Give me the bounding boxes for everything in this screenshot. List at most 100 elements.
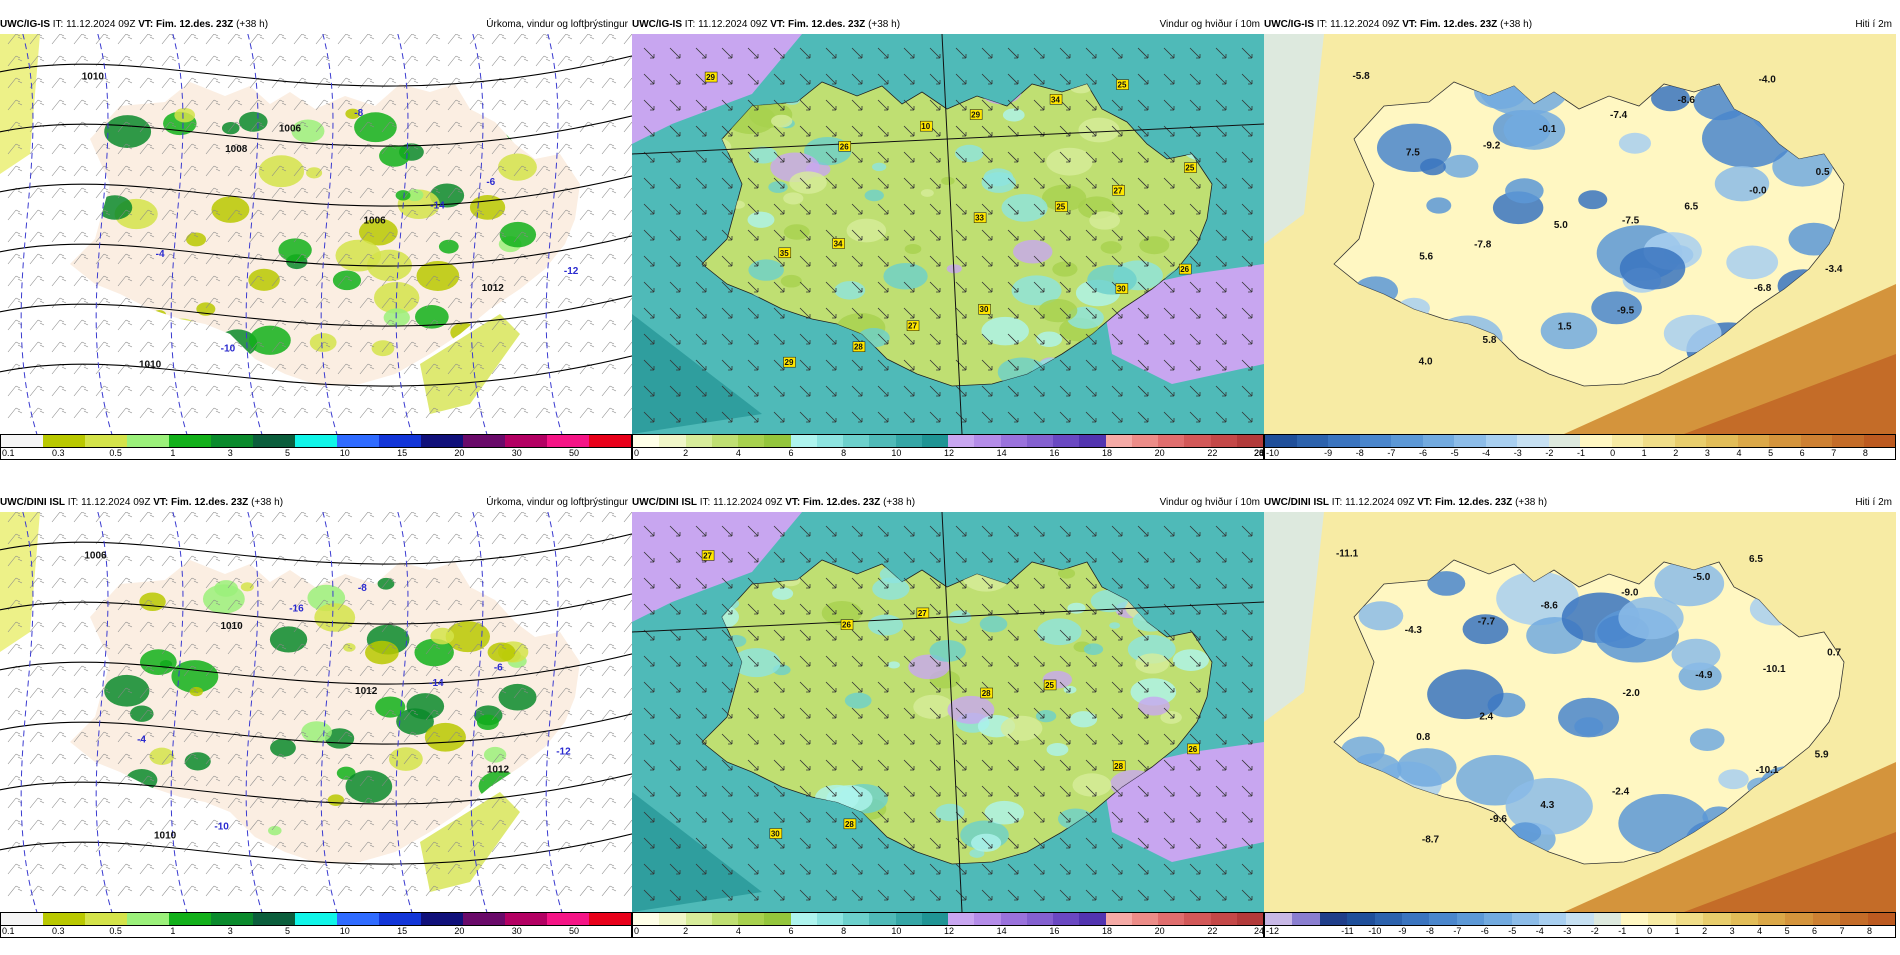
wind-arrow [1085,203,1097,215]
wind-barb [7,709,23,721]
wind-barb [117,775,133,787]
wind-arrow [955,385,967,397]
wind-arrow [981,73,993,85]
wind-arrow [1137,281,1149,293]
wind-barb [249,143,265,155]
wind-barb [381,99,397,111]
wind-arrow [1033,889,1045,901]
wind-arrow [695,307,707,319]
colorbar-swatch [337,435,379,447]
wind-barb [623,599,632,611]
colorbar-ticks: -12 -11 -10 -9 -8 -7 -6 -5 -4 -3 -2 -1 0 1 2 3 4 5 6 7 8 [1264,926,1896,938]
gust-badge [769,828,783,839]
wind-arrow [1059,551,1071,563]
vt-label: VT: [1402,19,1418,30]
wind-barb [359,121,375,133]
wind-barb [557,775,573,787]
wind-barb [227,143,243,155]
wind-arrow [825,411,837,423]
colorbar-swatches [632,912,1264,926]
wind-arrow [669,551,681,563]
precip-blob [375,696,406,718]
wind-barb [315,577,331,589]
wind-barb [227,621,243,633]
temperature-label: -9.6 [1490,814,1508,825]
wind-barb [513,863,529,875]
model-name: UWC/IG-IS [632,19,682,30]
wind-arrow [799,177,811,189]
gust-label: 27 [703,551,712,560]
contour-label: -8 [354,108,363,119]
wind-speed-blob [1100,241,1122,254]
wind-arrow [1241,707,1253,719]
wind-barb [315,165,331,177]
wind-barb [557,731,573,743]
precip-blob [314,603,356,632]
cold-area [1427,571,1466,596]
wind-barb [271,863,287,875]
wind-barb [447,341,463,353]
wind-speed-blob [844,692,872,709]
wind-barb [183,753,199,765]
wind-arrow [1163,47,1175,59]
wind-arrow [1111,151,1123,163]
gust-label: 26 [842,621,851,630]
wind-speed-blob [783,192,804,205]
wind-arrow [1163,889,1175,901]
temperature-label: -8.7 [1422,835,1440,846]
wind-barb [51,231,67,243]
wind-barb [513,297,529,309]
wind-speed-blob [954,144,984,162]
wind-barb [381,797,397,809]
wind-barb [315,555,331,567]
wind-barb [271,687,287,699]
wind-arrow [669,99,681,111]
wind-barb [447,709,463,721]
isobar [0,773,632,805]
wind-barb [359,363,375,375]
wind-barb [557,319,573,331]
wind-arrow [1059,151,1071,163]
wind-arrow [1111,655,1123,667]
colorbar-swatch [1422,435,1454,447]
wind-barb [623,143,632,155]
wind-arrow [799,229,811,241]
wind-arrow [747,203,759,215]
wind-speed-blob [846,218,887,243]
wind-barb [491,687,507,699]
colorbar-swatch [43,913,85,925]
wind-arrow [981,863,993,875]
wind-barb [513,187,529,199]
wind-barb [403,709,419,721]
wind-barb [7,621,23,633]
colorbar-ticks: 0.1 0.3 0.5 1 3 5 10 15 20 30 50 [0,926,632,938]
wind-speed-blob [868,614,904,636]
wind-barb [579,577,595,589]
wind-arrow [799,125,811,137]
it-value: 11.12.2024 09Z [698,19,768,30]
wind-arrow [1033,411,1045,423]
wind-barb [425,165,441,177]
cold-area [1462,614,1509,645]
wind-barb [249,819,265,831]
wind-barb [227,209,243,221]
wind-barb [205,297,221,309]
wind-barb [51,621,67,633]
wind-barb [183,512,199,523]
wind-arrow [1007,863,1019,875]
wind-barb [623,363,632,375]
wind-arrow [773,655,785,667]
wind-barb [359,599,375,611]
wind-arrow [799,333,811,345]
wind-barb [469,885,485,897]
wind-barb [601,599,617,611]
wind-barb [447,643,463,655]
wind-arrow [669,577,681,589]
isotherm [470,512,488,912]
precip-blob [268,825,282,836]
colorbar-swatch [1454,435,1486,447]
colorbar-tick-label: 12 [943,448,955,458]
wind-arrow [1085,177,1097,189]
isotherm [395,512,413,912]
wind-barb [513,34,529,45]
